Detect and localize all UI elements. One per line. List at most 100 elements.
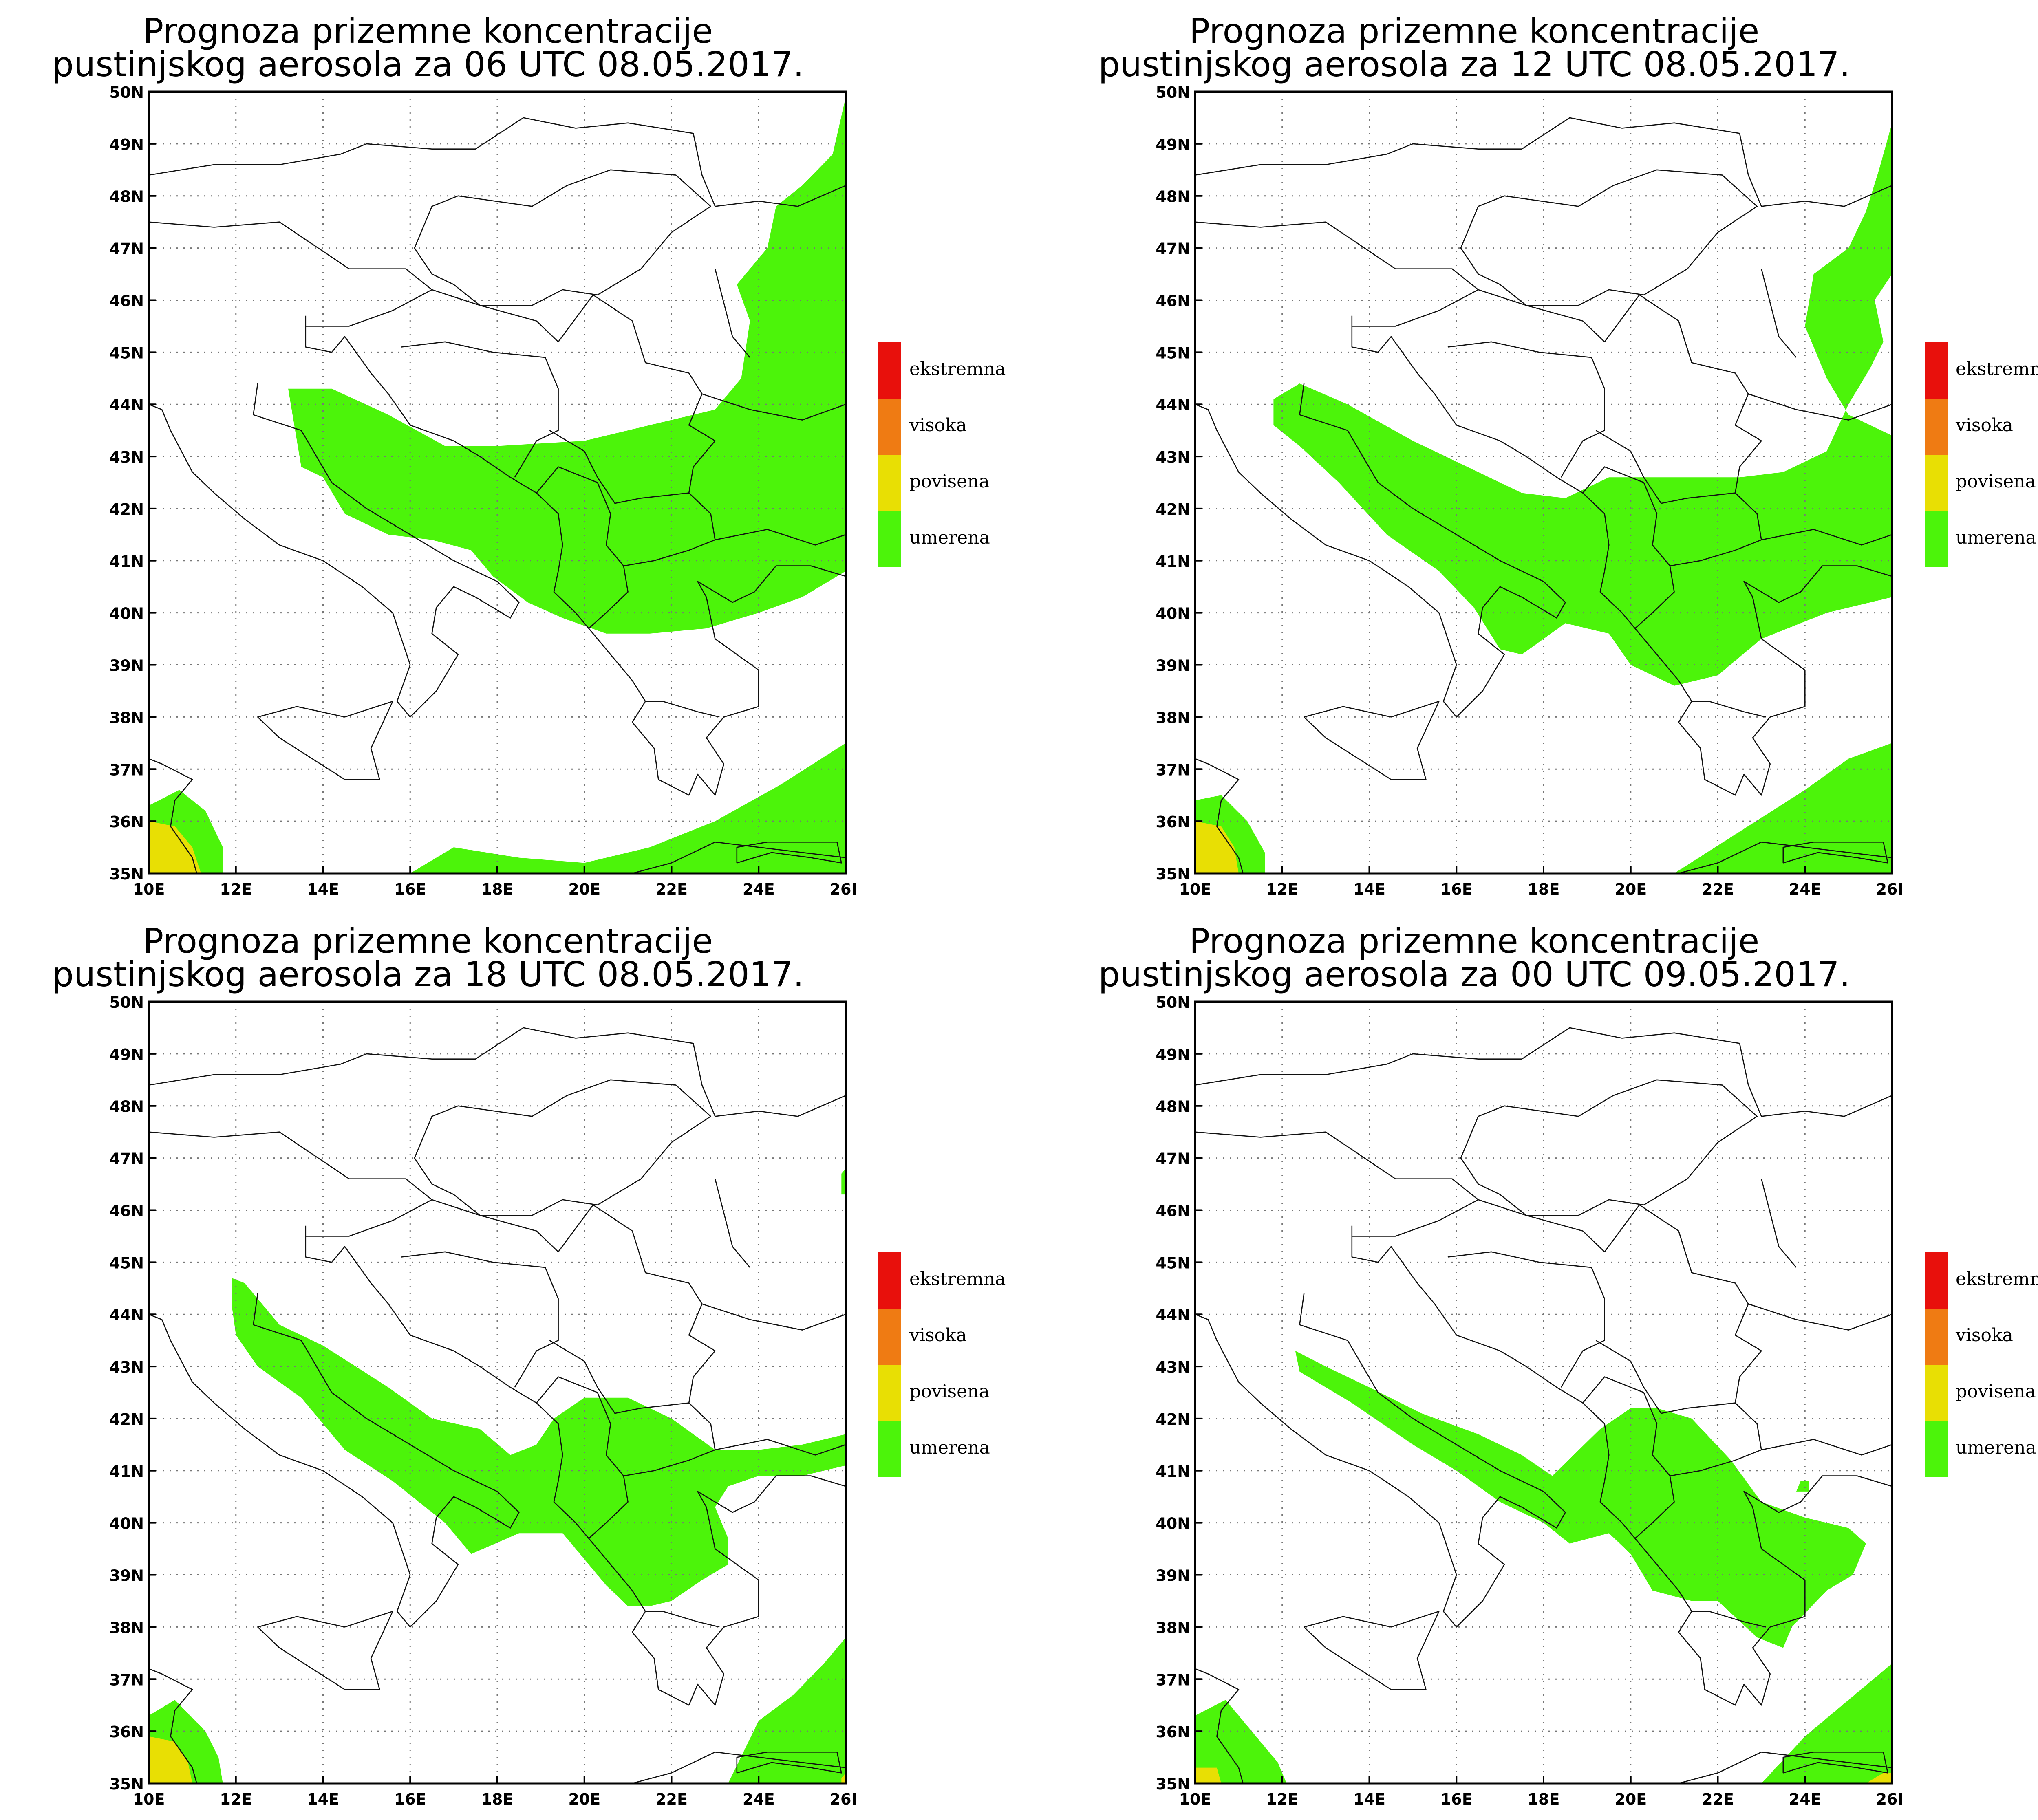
forecast-map: 50N 49N 48N 47N 46N 45N 44N 43N 42N 41N 40N 39N 38N 3… (109, 994, 856, 1808)
forecast-map: 50N 49N 48N 47N 46N 45N 44N 43N 42N 41N 40N 39N 38N 3… (1156, 84, 1902, 898)
legend-item: umerena (878, 1421, 1050, 1477)
legend: ekstremna visoka povisena umerena (878, 342, 1050, 571)
legend-item: ekstremna (878, 342, 1050, 399)
legend-item: visoka (878, 1309, 1050, 1365)
legend-swatch (878, 342, 901, 399)
lat-tick-label: 39N (1156, 657, 1190, 675)
border-line (701, 393, 846, 421)
border-line (558, 1204, 716, 1403)
border-line (305, 289, 559, 342)
lat-tick-label: 42N (109, 1410, 144, 1428)
legend-item: umerena (1925, 1421, 2038, 1477)
border-line (1352, 1199, 1605, 1252)
map-frame (148, 1000, 847, 1785)
lon-tick-label: 24E (743, 880, 775, 898)
legend-label: visoka (909, 415, 967, 436)
legend-swatch (878, 1309, 901, 1365)
border-line (414, 1079, 711, 1216)
border-line (1761, 529, 1892, 546)
lat-tick-label: 46N (109, 1202, 144, 1220)
lon-tick-label: 16E (394, 880, 426, 898)
border-line (1678, 565, 1892, 796)
lat-tick-label: 50N (1156, 84, 1190, 101)
border-line (736, 1752, 842, 1774)
legend-label: ekstremna (1956, 359, 2038, 379)
lon-tick-label: 18E (481, 880, 514, 898)
map-frame (1194, 1000, 1893, 1785)
legend-label: visoka (909, 1325, 967, 1346)
legend-label: visoka (1956, 1325, 2013, 1346)
lat-tick-label: 50N (1156, 994, 1190, 1011)
lat-tick-label: 36N (109, 813, 144, 831)
lon-tick-label: 16E (1440, 880, 1473, 898)
lat-tick-label: 46N (1156, 1202, 1190, 1220)
lat-tick-label: 38N (1156, 709, 1190, 727)
legend-swatch (878, 399, 901, 455)
border-line (1595, 1340, 1736, 1414)
lat-tick-label: 48N (109, 1098, 144, 1116)
lat-tick-label: 35N (1156, 865, 1190, 883)
border-line (149, 117, 846, 207)
panel-title-line2: pustinjskog aerosola za 18 UTC 08.05.201… (52, 954, 804, 994)
lat-tick-label: 49N (109, 136, 144, 154)
lon-tick-label: 26E (1876, 1790, 1902, 1808)
border-line (414, 169, 711, 306)
legend-label: visoka (1956, 415, 2013, 436)
lat-tick-label: 45N (1156, 344, 1190, 362)
aerosol-region-povisena (1195, 1767, 1222, 1783)
lat-tick-label: 41N (1156, 553, 1190, 571)
border-line (149, 221, 432, 290)
aerosol-region-umerena (1674, 743, 1892, 873)
lat-tick-label: 48N (109, 188, 144, 206)
border-line (1782, 842, 1888, 864)
panel-title-line2: pustinjskog aerosola za 06 UTC 08.05.201… (52, 44, 804, 84)
lat-tick-label: 40N (109, 1515, 144, 1533)
lat-tick-label: 44N (1156, 396, 1190, 414)
legend-swatch (1925, 399, 1948, 455)
lat-tick-label: 35N (1156, 1775, 1190, 1793)
lat-tick-label: 43N (1156, 1358, 1190, 1376)
border-line (558, 294, 716, 493)
lat-tick-label: 38N (109, 1619, 144, 1637)
border-line (715, 1179, 750, 1268)
legend-swatch (1925, 1365, 1948, 1421)
panel-title-line2: pustinjskog aerosola za 12 UTC 08.05.201… (1098, 44, 1851, 84)
aerosol-region-umerena (1761, 1663, 1892, 1783)
lat-tick-label: 48N (1156, 1098, 1190, 1116)
border-line (549, 430, 689, 504)
lon-tick-label: 12E (1266, 880, 1298, 898)
border-line (536, 1376, 629, 1539)
legend-swatch (878, 511, 901, 567)
border-line (1670, 492, 1762, 566)
border-line (401, 1251, 559, 1388)
legend-label: ekstremna (909, 359, 1006, 379)
border-line (1460, 169, 1758, 306)
border-line (305, 1225, 720, 1628)
lon-tick-label: 26E (830, 1790, 856, 1808)
border-line (1670, 1402, 1762, 1476)
lon-tick-label: 20E (568, 1790, 600, 1808)
aerosol-region-umerena (728, 1637, 846, 1783)
lat-tick-label: 41N (109, 553, 144, 571)
border-line (1303, 701, 1440, 780)
border-line (1678, 842, 1892, 873)
lon-tick-label: 10E (133, 1790, 165, 1808)
lon-tick-label: 14E (307, 880, 339, 898)
lat-tick-label: 40N (1156, 605, 1190, 623)
lon-tick-label: 10E (133, 880, 165, 898)
lat-tick-label: 38N (109, 709, 144, 727)
legend-swatch (878, 1365, 901, 1421)
border-line (305, 1199, 559, 1252)
lat-tick-label: 35N (109, 1775, 144, 1793)
aerosol-region-umerena (1195, 1700, 1287, 1783)
plot-area (1195, 92, 1892, 873)
border-line (1595, 430, 1736, 504)
border-line (623, 1402, 716, 1476)
lon-tick-label: 10E (1179, 880, 1211, 898)
lon-tick-label: 12E (220, 1790, 252, 1808)
legend-swatch (878, 1421, 901, 1477)
aerosol-region-povisena (149, 821, 201, 873)
lat-tick-label: 46N (109, 292, 144, 310)
lat-tick-label: 47N (1156, 1150, 1190, 1168)
border-line (1748, 393, 1892, 421)
